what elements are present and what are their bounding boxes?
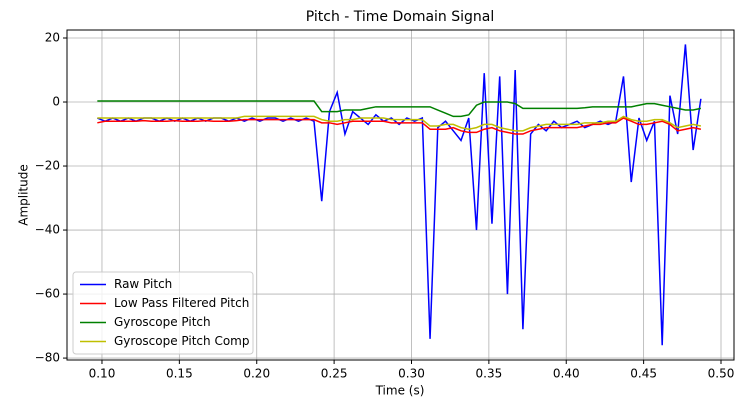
x-tick-label: 0.30 xyxy=(398,367,425,381)
x-tick-label: 0.50 xyxy=(708,367,735,381)
x-tick-label: 0.20 xyxy=(243,367,270,381)
x-tick-label: 0.25 xyxy=(321,367,348,381)
series-line xyxy=(97,117,702,135)
x-axis-label: Time (s) xyxy=(375,384,425,398)
x-tick-label: 0.45 xyxy=(630,367,657,381)
x-tick-label: 0.10 xyxy=(89,367,116,381)
legend-box xyxy=(72,271,254,355)
y-tick-label: −80 xyxy=(35,351,60,365)
x-tick-label: 0.40 xyxy=(553,367,580,381)
x-tick-label: 0.35 xyxy=(476,367,503,381)
y-tick-label: 20 xyxy=(45,31,60,45)
legend: Raw Pitch Low Pass Filtered Pitch Gyroscop… xyxy=(72,271,254,355)
legend-label: Raw Pitch xyxy=(114,277,172,291)
y-tick-label: −40 xyxy=(35,223,60,237)
legend-label: Gyroscope Pitch xyxy=(114,315,211,329)
chart-title: Pitch - Time Domain Signal xyxy=(306,9,495,25)
x-tick-label: 0.15 xyxy=(166,367,193,381)
y-tick-label: −60 xyxy=(35,287,60,301)
plot-frame xyxy=(66,29,735,361)
series-line xyxy=(97,100,702,118)
y-tick-label: 0 xyxy=(52,95,60,109)
y-axis-label: Amplitude xyxy=(17,164,31,226)
series-line xyxy=(97,115,702,132)
legend-label: Gyroscope Pitch Comp xyxy=(114,334,249,348)
y-tick-label: −20 xyxy=(35,159,60,173)
legend-label: Low Pass Filtered Pitch xyxy=(114,296,249,310)
